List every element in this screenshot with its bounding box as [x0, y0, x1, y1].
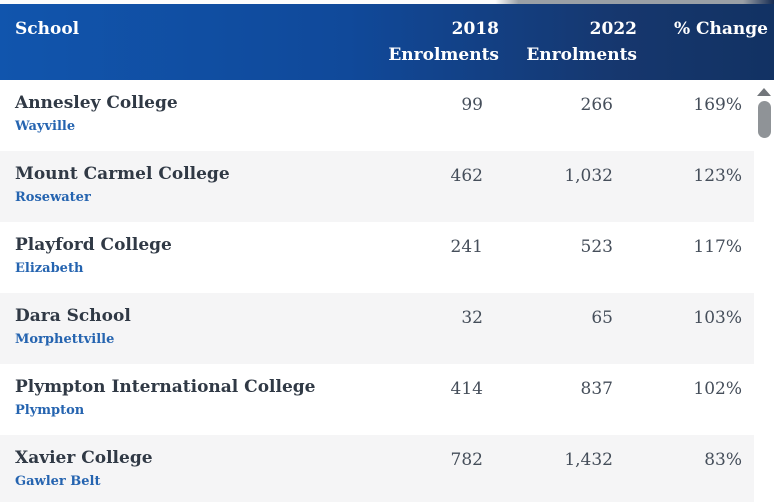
pct-change-value: 83% — [704, 450, 742, 470]
pct-change-value: 117% — [693, 237, 742, 257]
school-suburb: Rosewater — [15, 190, 91, 205]
school-cell: Dara School Morphettville — [0, 293, 365, 347]
column-header-2022-enrolments: 2022 Enrolments — [526, 19, 637, 65]
enrolments-2022-value: 1,032 — [564, 166, 613, 186]
enrolments-2022-value: 65 — [591, 308, 613, 328]
table-row: Dara School Morphettville 32 65 103% — [0, 293, 754, 364]
school-cell: Xavier College Gawler Belt — [0, 435, 365, 489]
school-suburb: Plympton — [15, 403, 85, 418]
school-name: Playford College — [15, 235, 172, 255]
enrolments-2018-value: 241 — [450, 237, 483, 257]
school-name: Plympton International College — [15, 377, 316, 397]
pct-change-value: 103% — [693, 308, 742, 328]
table-header-row: School 2018 Enrolments 2022 Enrolments %… — [0, 4, 774, 80]
pct-change-value: 102% — [693, 379, 742, 399]
scrollbar-thumb[interactable] — [757, 101, 771, 138]
pct-change-value: 169% — [693, 95, 742, 115]
enrolments-2018-value: 414 — [450, 379, 483, 399]
scrollbar-up-arrow-icon[interactable] — [757, 88, 771, 96]
school-suburb: Wayville — [15, 119, 76, 134]
enrolments-2018-value: 32 — [461, 308, 483, 328]
school-cell: Mount Carmel College Rosewater — [0, 151, 365, 205]
table-row: Annesley College Wayville 99 266 169% — [0, 80, 754, 151]
enrolments-2022-value: 266 — [580, 95, 613, 115]
column-header-2018-enrolments: 2018 Enrolments — [388, 19, 499, 65]
column-header-school: School — [15, 19, 80, 39]
table-row: Xavier College Gawler Belt 782 1,432 83% — [0, 435, 754, 502]
enrolments-2018-value: 99 — [461, 95, 483, 115]
vertical-scrollbar[interactable] — [754, 80, 774, 502]
school-name: Dara School — [15, 306, 131, 326]
window-top-edge — [0, 0, 774, 4]
column-header-pct-change: % Change — [673, 19, 768, 39]
school-suburb: Morphettville — [15, 332, 115, 347]
enrolments-2022-value: 523 — [580, 237, 613, 257]
pct-change-value: 123% — [693, 166, 742, 186]
school-cell: Plympton International College Plympton — [0, 364, 365, 418]
school-suburb: Elizabeth — [15, 261, 84, 276]
enrolments-2018-value: 462 — [450, 166, 483, 186]
school-name: Mount Carmel College — [15, 164, 230, 184]
school-name: Xavier College — [15, 448, 153, 468]
school-cell: Annesley College Wayville — [0, 80, 365, 134]
school-suburb: Gawler Belt — [15, 474, 101, 489]
enrolments-2022-value: 1,432 — [564, 450, 613, 470]
enrolments-2018-value: 782 — [450, 450, 483, 470]
enrolments-2022-value: 837 — [580, 379, 613, 399]
table-body: Annesley College Wayville 99 266 169% Mo… — [0, 80, 774, 502]
table-row: Mount Carmel College Rosewater 462 1,032… — [0, 151, 754, 222]
school-name: Annesley College — [15, 93, 178, 113]
table-row: Plympton International College Plympton … — [0, 364, 754, 435]
table-row: Playford College Elizabeth 241 523 117% — [0, 222, 754, 293]
school-cell: Playford College Elizabeth — [0, 222, 365, 276]
